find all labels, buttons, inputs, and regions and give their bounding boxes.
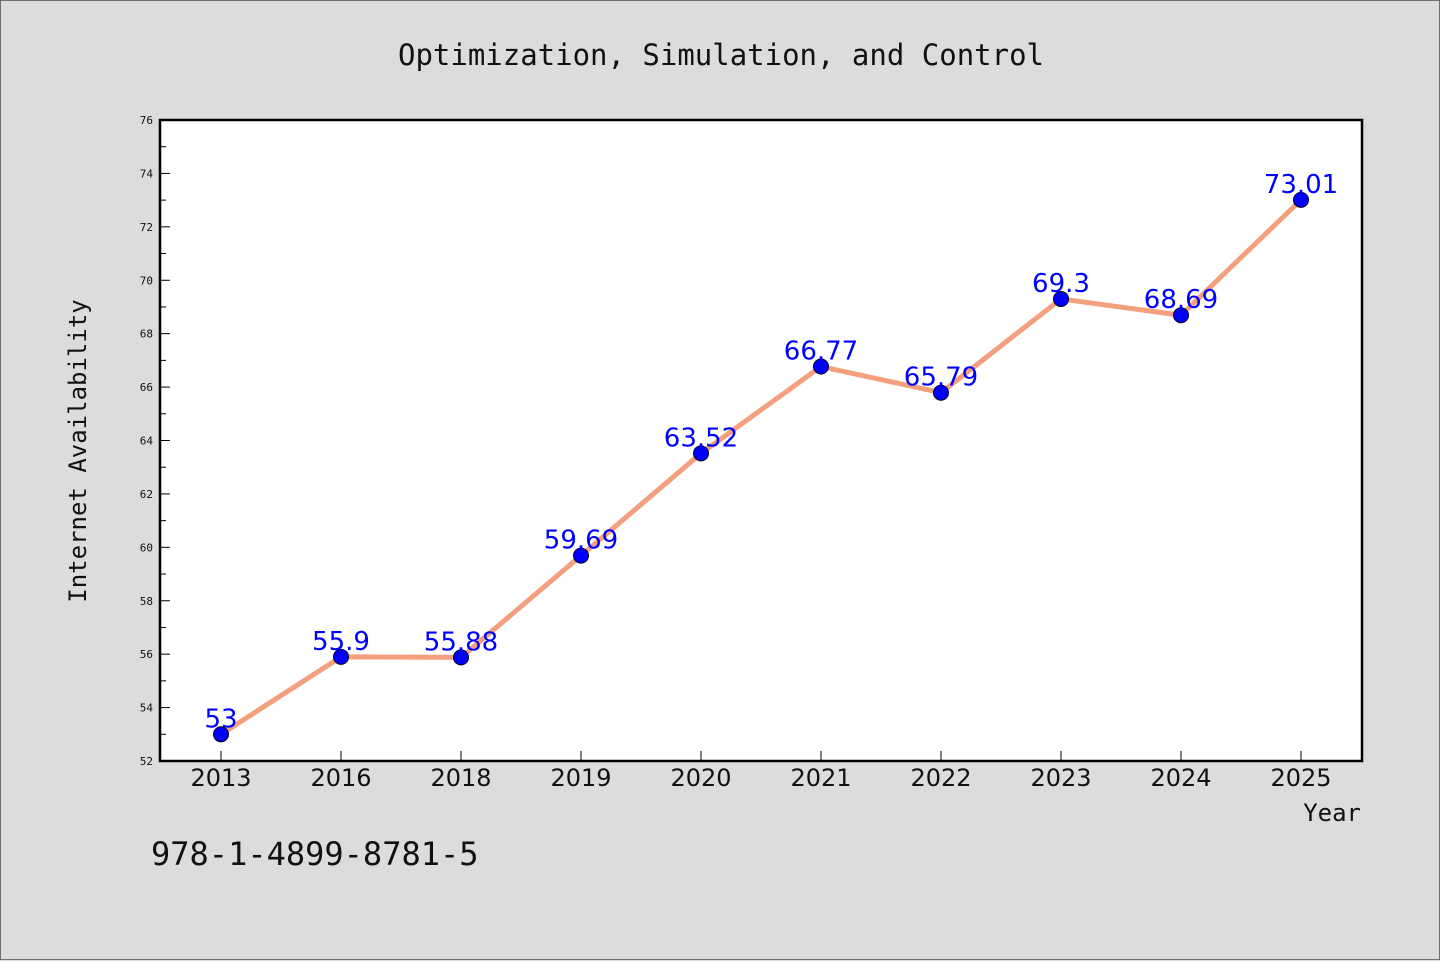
y-tick-label: 76 bbox=[140, 114, 153, 127]
data-label: 69.3 bbox=[1032, 269, 1090, 299]
series-line-group bbox=[219, 198, 1303, 737]
data-label-group: 53 55.9 55.88 59.69 63.52 66.77 65.79 69.3 68.69… bbox=[204, 170, 1338, 734]
data-point bbox=[1053, 290, 1069, 307]
y-tick-label: 56 bbox=[140, 648, 153, 661]
y-axis-label: Internet Availability bbox=[64, 299, 92, 602]
data-point bbox=[573, 547, 589, 564]
marker-group bbox=[213, 191, 1309, 743]
x-tick-label: 2016 bbox=[310, 764, 371, 792]
x-tick-label: 2023 bbox=[1030, 764, 1091, 792]
y-tick-label: 60 bbox=[140, 541, 153, 554]
x-tick-label: 2020 bbox=[670, 764, 731, 792]
x-tick-label: 2022 bbox=[910, 764, 971, 792]
x-tick-label: 2021 bbox=[790, 764, 851, 792]
data-point bbox=[693, 445, 709, 462]
series-line bbox=[219, 198, 1303, 737]
y-tick-label: 52 bbox=[140, 755, 153, 768]
x-tick-label: 2018 bbox=[430, 764, 491, 792]
data-label: 59.69 bbox=[544, 526, 618, 556]
data-label: 65.79 bbox=[904, 363, 978, 393]
x-axis-label: Year bbox=[1303, 799, 1361, 827]
x-tick-label: 2024 bbox=[1150, 764, 1211, 792]
plot-area bbox=[158, 118, 1364, 763]
data-point bbox=[213, 726, 229, 743]
data-point bbox=[933, 384, 949, 401]
data-label: 68.69 bbox=[1144, 285, 1218, 315]
data-point bbox=[1173, 307, 1189, 324]
isbn-text: 978-1-4899-8781-5 bbox=[151, 835, 479, 873]
data-point bbox=[333, 648, 349, 665]
x-tick-label: 2019 bbox=[550, 764, 611, 792]
y-tick-label: 64 bbox=[140, 435, 154, 448]
y-axis: 52 54 56 58 60 62 64 66 68 70 72 74 76 bbox=[140, 114, 170, 768]
data-label: 55.88 bbox=[424, 627, 498, 657]
y-tick-label: 58 bbox=[140, 595, 153, 608]
data-point bbox=[813, 358, 829, 375]
y-tick-label: 62 bbox=[140, 488, 153, 501]
y-tick-label: 74 bbox=[140, 167, 154, 180]
y-tick-label: 72 bbox=[140, 221, 153, 234]
data-label: 55.9 bbox=[312, 627, 370, 657]
y-tick-label: 66 bbox=[140, 381, 153, 394]
data-point bbox=[453, 649, 469, 666]
x-tick-label: 2025 bbox=[1270, 764, 1331, 792]
data-label: 66.77 bbox=[784, 337, 858, 367]
y-tick-label: 54 bbox=[140, 702, 154, 715]
data-label: 53 bbox=[204, 704, 237, 734]
x-axis: 2013 2016 2018 2019 2020 2021 2022 2023 2024 2025 bbox=[190, 751, 1332, 792]
data-label: 63.52 bbox=[664, 423, 738, 453]
y-tick-label: 70 bbox=[140, 274, 153, 287]
data-point bbox=[1293, 191, 1309, 208]
y-tick-label: 68 bbox=[140, 328, 153, 341]
x-tick-label: 2013 bbox=[190, 764, 251, 792]
chart-title: Optimization, Simulation, and Control bbox=[398, 38, 1044, 72]
data-label: 73.01 bbox=[1264, 170, 1338, 200]
